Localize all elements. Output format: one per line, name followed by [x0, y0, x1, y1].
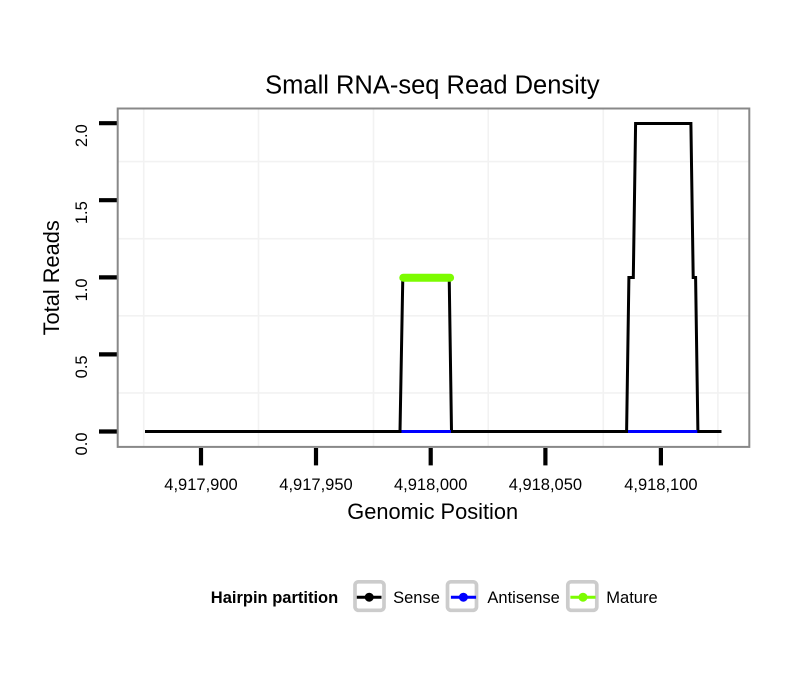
svg-text:4,917,950: 4,917,950: [279, 476, 352, 494]
svg-text:Sense: Sense: [393, 589, 440, 607]
svg-text:Antisense: Antisense: [487, 589, 559, 607]
svg-text:Small RNA-seq Read Density: Small RNA-seq Read Density: [265, 71, 600, 99]
svg-text:4,918,100: 4,918,100: [624, 476, 697, 494]
svg-text:1.5: 1.5: [73, 201, 91, 224]
svg-text:Hairpin partition: Hairpin partition: [211, 589, 338, 607]
svg-text:0.5: 0.5: [73, 355, 91, 378]
svg-text:Mature: Mature: [606, 589, 657, 607]
svg-text:4,917,900: 4,917,900: [164, 476, 237, 494]
svg-text:Total Reads: Total Reads: [39, 220, 64, 335]
svg-text:2.0: 2.0: [73, 124, 91, 147]
svg-text:Genomic Position: Genomic Position: [347, 499, 518, 524]
svg-text:4,918,050: 4,918,050: [509, 476, 582, 494]
svg-text:4,918,000: 4,918,000: [394, 476, 467, 494]
svg-text:0.0: 0.0: [73, 433, 91, 456]
svg-text:1.0: 1.0: [73, 278, 91, 301]
